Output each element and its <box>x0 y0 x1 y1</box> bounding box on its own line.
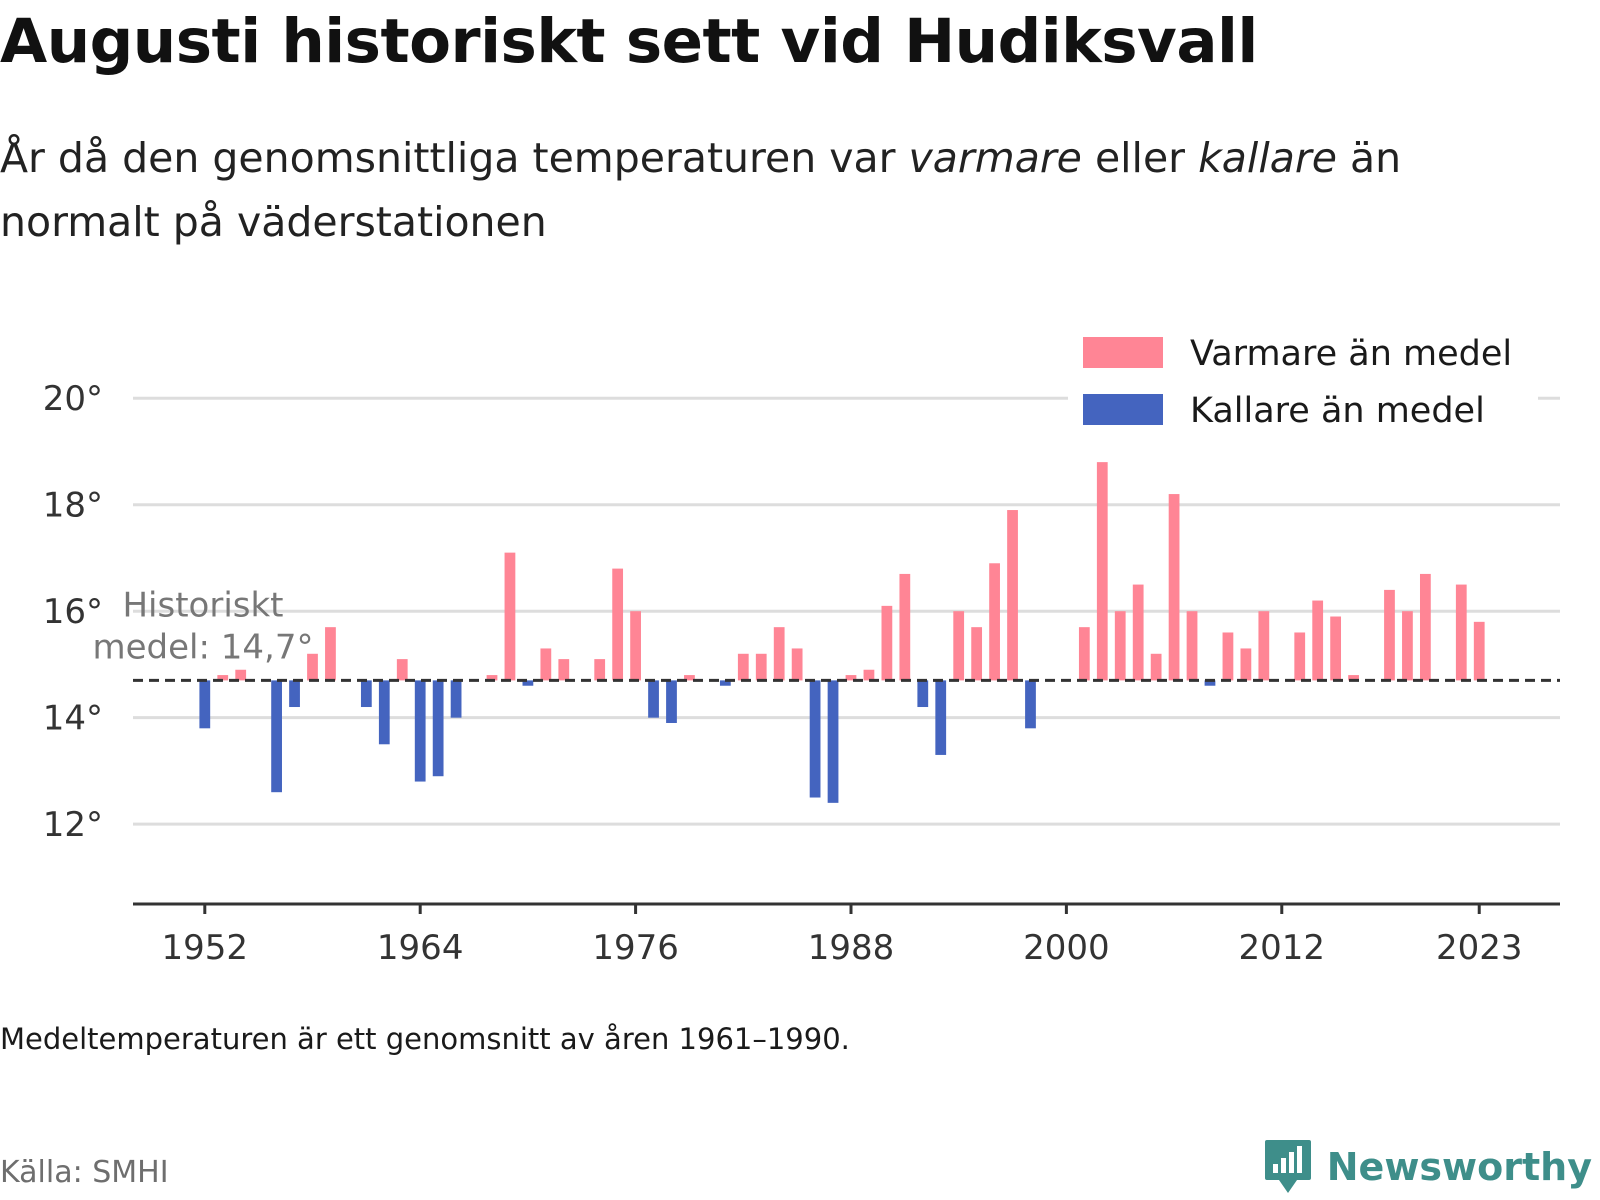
chart-subtitle: År då den genomsnittliga temperaturen va… <box>0 126 1560 254</box>
subtitle-text-2: eller <box>1081 134 1199 182</box>
bar-colder <box>809 680 821 798</box>
subtitle-text-3: än normalt på väderstationen <box>0 134 1402 246</box>
page-title: Augusti historiskt sett vid Hudiksvall <box>0 6 1258 77</box>
bar-warmer <box>594 659 606 681</box>
bar-warmer <box>307 653 318 681</box>
bar-warmer <box>1473 621 1485 681</box>
baseline-label-line2: medel: 14,7° <box>93 627 314 667</box>
bar-chart: 12°14°16°18°20° Historiskt medel: 14,7° … <box>42 330 1560 968</box>
bar-colder <box>432 680 444 777</box>
bar-warmer <box>1114 611 1126 681</box>
bar-warmer <box>971 627 983 681</box>
bar-warmer <box>486 675 498 681</box>
y-tick-label: 20° <box>43 379 103 419</box>
x-tick-label: 2000 <box>1023 928 1110 968</box>
bar-colder <box>827 680 839 803</box>
bar-colder <box>1025 680 1036 729</box>
y-axis-ticks: 12° 14° 16° 18° 20° <box>43 379 103 845</box>
bar-warmer <box>737 653 749 681</box>
bar-colder <box>271 680 282 793</box>
bar-warmer <box>540 648 552 681</box>
bar-warmer <box>235 669 247 681</box>
baseline-label-line1: Historiskt <box>122 585 283 625</box>
x-tick-label: 1988 <box>808 928 895 968</box>
x-tick-label: 2012 <box>1239 928 1326 968</box>
legend-swatch-warmer <box>1083 337 1163 368</box>
bar-warmer <box>953 611 965 681</box>
x-tick-label: 2023 <box>1436 928 1523 968</box>
bar-warmer <box>1240 648 1252 681</box>
bar-warmer <box>1168 494 1180 681</box>
brand-name: Newsworthy <box>1326 1145 1592 1189</box>
bar-warmer <box>1419 573 1431 681</box>
legend: Varmare än medel Kallare än medel <box>1068 330 1538 440</box>
bars <box>199 462 1485 803</box>
bar-warmer <box>1186 611 1198 681</box>
legend-label-warmer: Varmare än medel <box>1190 334 1512 374</box>
bar-warmer <box>1402 611 1413 681</box>
legend-label-colder: Kallare än medel <box>1190 391 1485 431</box>
bar-warmer <box>755 653 767 681</box>
footnote: Medeltemperaturen är ett genomsnitt av å… <box>0 1022 850 1056</box>
x-axis-ticks: 1952 1964 1976 1988 2000 2012 2023 <box>162 904 1523 968</box>
source-credit: Källa: SMHI <box>0 1155 169 1190</box>
bar-colder <box>648 680 659 718</box>
bar-warmer <box>899 573 911 681</box>
bar-warmer <box>791 648 803 681</box>
bar-warmer <box>881 605 893 681</box>
bar-warmer <box>684 675 695 681</box>
y-tick-label: 16° <box>43 592 103 632</box>
bar-warmer <box>845 675 857 681</box>
bar-colder <box>199 680 211 729</box>
bar-warmer <box>1348 675 1359 681</box>
bar-warmer <box>1096 462 1108 681</box>
bar-warmer <box>1258 611 1270 681</box>
bar-colder <box>666 680 677 723</box>
bar-colder <box>360 680 372 708</box>
bar-warmer <box>1132 584 1144 681</box>
bar-warmer <box>504 552 516 681</box>
bar-warmer <box>1007 510 1018 681</box>
brand-logo[interactable]: Newsworthy <box>1263 1138 1592 1196</box>
bar-warmer <box>217 675 229 681</box>
bar-warmer <box>1150 653 1162 681</box>
bar-warmer <box>1330 616 1342 681</box>
x-tick-label: 1976 <box>592 928 679 968</box>
bar-warmer <box>396 659 408 681</box>
y-tick-label: 14° <box>43 699 103 739</box>
y-tick-label: 18° <box>43 486 103 526</box>
bar-warmer <box>1312 600 1324 681</box>
bar-colder <box>378 680 390 745</box>
bar-colder <box>917 680 929 708</box>
bar-warmer <box>1294 632 1306 681</box>
bar-colder <box>289 680 300 708</box>
bar-warmer <box>989 563 1000 681</box>
legend-swatch-colder <box>1083 394 1163 425</box>
grid-lines <box>133 396 1560 826</box>
bar-warmer <box>612 568 624 681</box>
bar-colder <box>935 680 947 755</box>
bar-warmer <box>1222 632 1234 681</box>
bar-colder <box>719 680 731 686</box>
subtitle-emphasis-warmer: varmare <box>908 134 1082 182</box>
bar-colder <box>450 680 462 718</box>
bar-warmer <box>1078 627 1090 681</box>
baseline-label: Historiskt medel: 14,7° <box>93 585 314 667</box>
bar-warmer <box>863 669 875 681</box>
bar-colder <box>522 680 534 686</box>
bar-warmer <box>325 627 336 681</box>
bar-warmer <box>773 627 785 681</box>
subtitle-text-1: År då den genomsnittliga temperaturen va… <box>0 134 909 182</box>
x-tick-label: 1964 <box>377 928 464 968</box>
subtitle-emphasis-colder: kallare <box>1198 134 1337 182</box>
bar-warmer <box>630 611 641 681</box>
x-tick-label: 1952 <box>162 928 249 968</box>
y-tick-label: 12° <box>43 805 103 845</box>
bar-chart-logo-icon <box>1264 1140 1311 1193</box>
bar-colder <box>414 680 426 782</box>
bar-warmer <box>1455 584 1467 681</box>
bar-warmer <box>1384 589 1395 681</box>
bar-colder <box>1204 680 1216 686</box>
bar-warmer <box>558 659 570 681</box>
